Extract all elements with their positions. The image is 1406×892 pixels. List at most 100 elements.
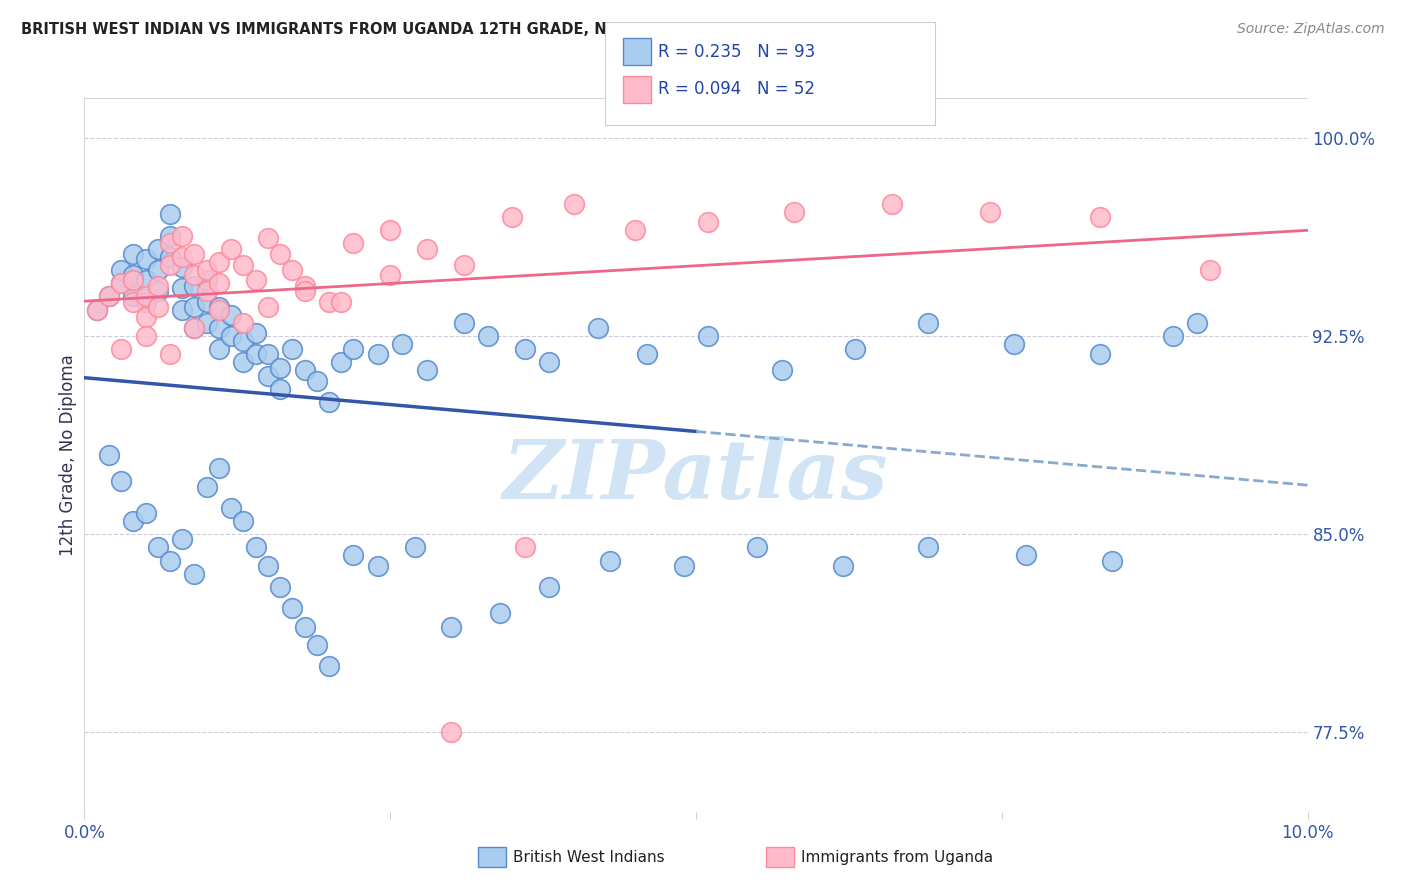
Point bbox=[208, 276, 231, 290]
Point bbox=[86, 302, 108, 317]
Point bbox=[122, 294, 145, 309]
Point bbox=[110, 276, 132, 290]
Point bbox=[440, 725, 463, 739]
Point bbox=[135, 310, 157, 325]
Point bbox=[342, 236, 364, 251]
Point bbox=[281, 263, 304, 277]
Point bbox=[232, 514, 254, 528]
Point bbox=[367, 558, 389, 573]
Point bbox=[513, 541, 536, 555]
Point bbox=[232, 355, 254, 369]
Point bbox=[245, 326, 267, 341]
Point bbox=[342, 549, 364, 563]
Point bbox=[183, 300, 205, 314]
Point bbox=[232, 334, 254, 349]
Point bbox=[294, 363, 316, 377]
Point bbox=[747, 541, 769, 555]
Point bbox=[672, 558, 695, 573]
Point bbox=[195, 273, 218, 287]
Point bbox=[135, 252, 157, 267]
Point bbox=[416, 363, 439, 377]
Point bbox=[318, 659, 340, 673]
Point bbox=[146, 284, 169, 298]
Point bbox=[318, 294, 340, 309]
Point bbox=[502, 210, 524, 224]
Point bbox=[172, 281, 194, 295]
Point bbox=[330, 355, 353, 369]
Point bbox=[1088, 210, 1111, 224]
Point bbox=[159, 347, 181, 361]
Point bbox=[172, 260, 194, 275]
Point bbox=[245, 541, 267, 555]
Point bbox=[404, 541, 426, 555]
Point bbox=[269, 247, 291, 261]
Point bbox=[183, 247, 205, 261]
Point bbox=[219, 308, 242, 322]
Point bbox=[183, 566, 205, 581]
Point bbox=[783, 204, 806, 219]
Point bbox=[257, 300, 280, 314]
Point bbox=[110, 342, 132, 356]
Point bbox=[636, 347, 658, 361]
Point bbox=[257, 558, 280, 573]
Point bbox=[305, 374, 328, 388]
Point bbox=[697, 329, 720, 343]
Point bbox=[122, 273, 145, 287]
Point bbox=[219, 329, 242, 343]
Point bbox=[880, 197, 903, 211]
Point bbox=[159, 258, 181, 272]
Point bbox=[97, 289, 120, 303]
Point bbox=[917, 541, 939, 555]
Point bbox=[159, 236, 181, 251]
Point bbox=[294, 284, 316, 298]
Point bbox=[770, 363, 793, 377]
Point bbox=[195, 294, 218, 309]
Point bbox=[538, 355, 561, 369]
Point bbox=[195, 284, 218, 298]
Point bbox=[844, 342, 866, 356]
Text: Immigrants from Uganda: Immigrants from Uganda bbox=[801, 850, 994, 864]
Text: British West Indians: British West Indians bbox=[513, 850, 665, 864]
Point bbox=[195, 480, 218, 494]
Point bbox=[146, 278, 169, 293]
Point bbox=[305, 638, 328, 652]
Point bbox=[245, 273, 267, 287]
Point bbox=[391, 337, 413, 351]
Point bbox=[172, 533, 194, 547]
Point bbox=[269, 382, 291, 396]
Point bbox=[294, 620, 316, 634]
Point bbox=[172, 228, 194, 243]
Point bbox=[294, 278, 316, 293]
Text: R = 0.235   N = 93: R = 0.235 N = 93 bbox=[658, 43, 815, 61]
Point bbox=[1198, 263, 1220, 277]
Point bbox=[183, 321, 205, 335]
Point bbox=[245, 347, 267, 361]
Point bbox=[195, 263, 218, 277]
Point bbox=[380, 223, 402, 237]
Point bbox=[257, 347, 280, 361]
Point bbox=[219, 242, 242, 256]
Point bbox=[135, 294, 157, 309]
Point bbox=[86, 302, 108, 317]
Point bbox=[586, 321, 609, 335]
Y-axis label: 12th Grade, No Diploma: 12th Grade, No Diploma bbox=[59, 354, 77, 556]
Point bbox=[232, 316, 254, 330]
Point bbox=[97, 448, 120, 462]
Point bbox=[257, 231, 280, 245]
Point bbox=[367, 347, 389, 361]
Point bbox=[330, 294, 353, 309]
Point bbox=[453, 316, 475, 330]
Point bbox=[562, 197, 585, 211]
Text: R = 0.094   N = 52: R = 0.094 N = 52 bbox=[658, 80, 815, 98]
Point bbox=[97, 289, 120, 303]
Point bbox=[416, 242, 439, 256]
Point bbox=[257, 368, 280, 383]
Point bbox=[269, 580, 291, 594]
Point bbox=[453, 258, 475, 272]
Point bbox=[208, 255, 231, 269]
Point bbox=[122, 268, 145, 283]
Point bbox=[208, 300, 231, 314]
Point bbox=[1101, 554, 1123, 568]
Point bbox=[380, 268, 402, 283]
Point bbox=[135, 289, 157, 303]
